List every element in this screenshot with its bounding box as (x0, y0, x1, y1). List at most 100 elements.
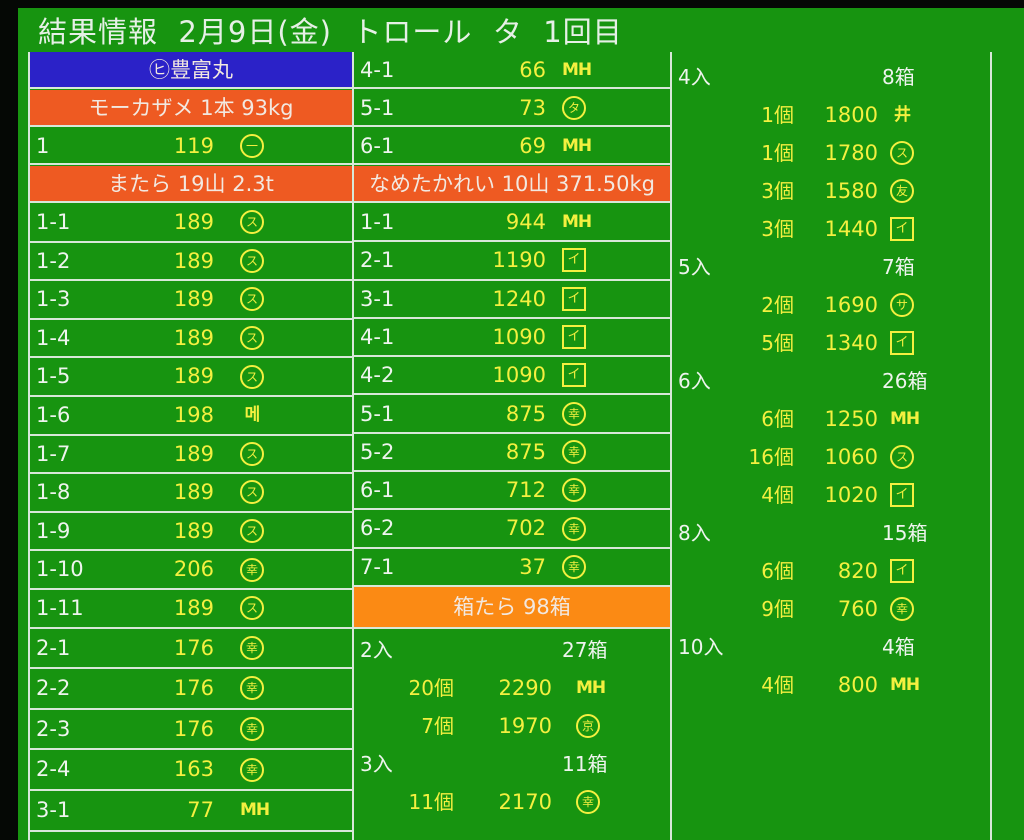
group-header: 2入 27箱 (354, 631, 670, 669)
table-row: 1-2 189 ス (30, 243, 352, 282)
buyer-mark-icon: 幸 (562, 439, 586, 464)
buyer-mark-icon: 幸 (562, 554, 586, 579)
price: 163 (173, 757, 214, 782)
section-header: 箱たら 98箱 (354, 587, 670, 629)
price: 1240 (492, 286, 546, 311)
lot-number: 5-2 (360, 439, 395, 464)
lot-number: 4-1 (360, 324, 395, 349)
buyer-mark-icon: イ (890, 483, 914, 507)
piece-count: 16個 (748, 445, 794, 469)
lot-number: 2-1 (360, 248, 395, 273)
table-row: 5-1 73 タ (354, 90, 670, 127)
table-row: 4-1 66 MH (354, 52, 670, 89)
table-row: 1-8 189 ス (30, 474, 352, 513)
buyer-mark-icon: ス (240, 210, 264, 235)
lot-number: 7-1 (360, 554, 395, 579)
price: 875 (505, 401, 546, 426)
table-row: 1 119 一 (30, 128, 352, 165)
table-row: 2-4 163 幸 (30, 750, 352, 791)
box-count: 8箱 (882, 65, 915, 89)
buyer-mark-icon: 幸 (562, 478, 586, 503)
list-item: 4個 800 MH (672, 666, 990, 704)
price: 176 (173, 635, 214, 660)
buyer-mark-icon: 幸 (890, 597, 914, 621)
price: 2290 (498, 676, 552, 700)
pack-size: 5入 (678, 255, 711, 279)
buyer-mark-icon: 幸 (576, 790, 600, 814)
lot-number: 3-1 (360, 286, 395, 311)
lot-number: 1-7 (36, 441, 71, 466)
lot-number: 4-1 (360, 58, 395, 82)
table-row: 5-1 875 幸 (354, 396, 670, 434)
results-board: 結果情報 2月9日(金) トロール タ 1回目 ㋪豊富丸 モーカザメ 1本 93k… (18, 8, 1024, 840)
table-row: 1-1 189 ス (30, 204, 352, 243)
pack-size: 6入 (678, 369, 711, 393)
piece-count: 6個 (761, 407, 794, 431)
table-row: 1-7 189 ス (30, 436, 352, 475)
buyer-mark-icon: 幸 (562, 401, 586, 426)
price: 1970 (498, 714, 552, 738)
price: 189 (173, 518, 214, 543)
table-row: 2-1 176 幸 (30, 629, 352, 670)
price: 760 (837, 597, 878, 621)
price: 1090 (492, 363, 546, 388)
buyer-mark-icon: 幸 (562, 516, 586, 541)
price: 1580 (824, 179, 878, 203)
buyer-mark-icon: MH (562, 212, 592, 233)
price: 1780 (824, 141, 878, 165)
lot-number: 1-1 (360, 210, 395, 234)
price: 702 (505, 516, 546, 541)
table-row: 1-4 189 ス (30, 320, 352, 359)
table-row: 1-3 189 ス (30, 281, 352, 320)
buyer-mark-icon: MH (890, 675, 920, 695)
group-header: 3入 11箱 (354, 745, 670, 783)
piece-count: 5個 (761, 331, 794, 355)
piece-count: 3個 (761, 217, 794, 241)
price: 1190 (492, 248, 546, 273)
piece-count: 3個 (761, 179, 794, 203)
pack-size: 10入 (678, 635, 724, 659)
price: 875 (505, 439, 546, 464)
price: 820 (837, 559, 878, 583)
box-count: 27箱 (562, 638, 608, 662)
buyer-mark-icon: 幸 (240, 757, 264, 782)
box-count: 4箱 (882, 635, 915, 659)
lot-number: 5-1 (360, 96, 395, 120)
list-item: 7個 1970 京 (354, 707, 670, 745)
buyer-mark-icon: ス (240, 480, 264, 505)
piece-count: 2個 (761, 293, 794, 317)
table-row: 6-1 69 MH (354, 128, 670, 165)
price: 189 (173, 364, 214, 389)
price: 176 (173, 716, 214, 741)
table-row: 1-9 189 ス (30, 513, 352, 552)
section-header: モーカザメ 1本 93kg (30, 90, 352, 127)
price: 800 (837, 673, 878, 697)
buyer-mark-icon: イ (890, 331, 914, 355)
box-count: 26箱 (882, 369, 928, 393)
list-item: 6個 1250 MH (672, 400, 990, 438)
piece-count: 1個 (761, 141, 794, 165)
table-row: 2-1 1190 イ (354, 242, 670, 281)
lot-number: 1-4 (36, 325, 71, 350)
lot-number: 3-1 (36, 798, 71, 822)
price: 1340 (824, 331, 878, 355)
price: 1020 (824, 483, 878, 507)
price: 944 (505, 210, 546, 234)
price: 189 (173, 441, 214, 466)
board-title: 結果情報 2月9日(金) トロール タ 1回目 (38, 15, 623, 49)
price: 189 (173, 596, 214, 620)
price: 37 (519, 554, 546, 579)
price: 189 (173, 287, 214, 312)
buyer-mark-icon: MH (576, 678, 606, 698)
buyer-mark-icon: MH (890, 409, 920, 429)
price: 119 (173, 134, 214, 158)
table-row: 1-6 198 메 (30, 397, 352, 436)
lot-number: 1-1 (36, 210, 71, 234)
lot-number: 2-3 (36, 716, 71, 741)
group-header: 4入 8箱 (672, 58, 990, 96)
box-count: 7箱 (882, 255, 915, 279)
list-item: 4個 1020 イ (672, 476, 990, 514)
lot-number: 6-1 (360, 134, 395, 158)
price: 1250 (824, 407, 878, 431)
vessel-name: ㋪豊富丸 (30, 52, 352, 89)
